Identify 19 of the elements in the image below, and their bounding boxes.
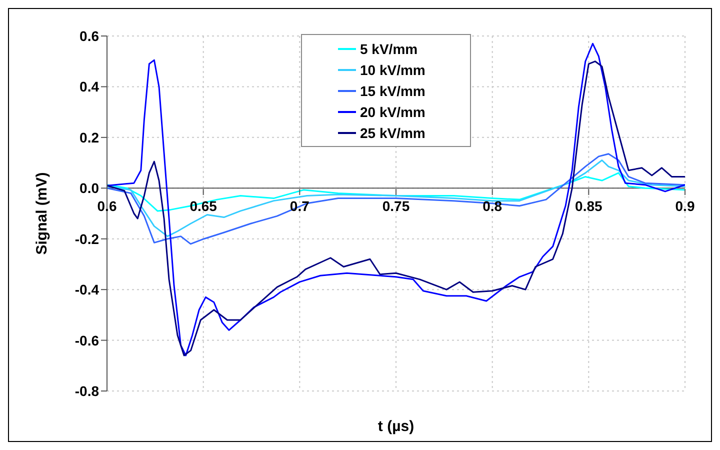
legend-label: 10 kV/mm — [360, 62, 426, 78]
legend-label: 5 kV/mm — [360, 40, 418, 56]
y-axis-title: Signal (mV) — [33, 172, 50, 255]
x-axis-title: t (µs) — [378, 418, 414, 435]
y-tick-label: 0.6 — [80, 28, 100, 44]
y-tick-label: -0.4 — [74, 282, 100, 298]
x-tick-label: 0.65 — [190, 198, 218, 214]
legend-label: 25 kV/mm — [360, 124, 426, 140]
y-tick-label: -0.6 — [74, 332, 100, 348]
x-tick-label: 0.9 — [675, 198, 695, 214]
y-tick-label: 0.2 — [80, 129, 100, 146]
y-tick-label: -0.8 — [74, 382, 100, 399]
y-tick-label: 0.0 — [80, 180, 100, 196]
y-tick-label: -0.2 — [74, 230, 100, 247]
x-tick-label: 0.75 — [382, 198, 410, 214]
legend-label: 15 kV/mm — [360, 82, 426, 98]
legend-label: 20 kV/mm — [360, 104, 426, 120]
y-tick-label: 0.4 — [80, 78, 100, 95]
x-tick-label: 0.85 — [575, 198, 603, 214]
